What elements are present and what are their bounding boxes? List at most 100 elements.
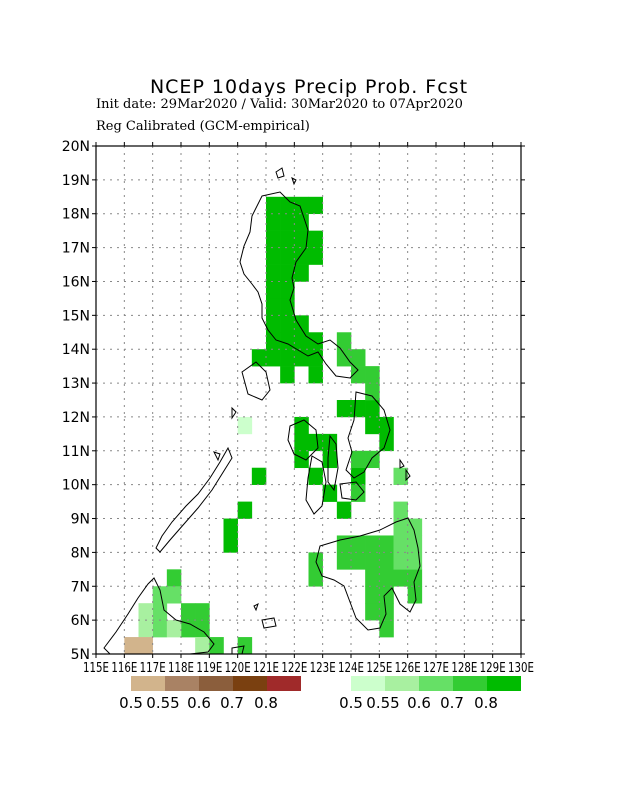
x-tick-label: 129E xyxy=(480,661,506,676)
y-axis: 5N 6N 7N 8N 9N 10N 11N 12N 13N 14N 15N 16N 17N 18N 19N… xyxy=(62,139,525,663)
probability-cell xyxy=(393,552,408,570)
x-tick-label: 121E xyxy=(253,661,279,676)
probability-cell xyxy=(166,569,182,587)
probability-cell xyxy=(280,349,295,367)
coastline-bohol xyxy=(339,481,365,501)
probability-cell xyxy=(266,264,281,282)
dry-legend-swatch xyxy=(165,676,199,691)
coastline-luzon xyxy=(239,191,359,379)
probability-cell xyxy=(379,586,394,604)
x-tick-label: 122E xyxy=(281,661,307,676)
probability-cell xyxy=(294,450,309,469)
x-tick-label: 126E xyxy=(395,661,421,676)
probability-cell xyxy=(294,315,309,333)
probability-cell xyxy=(280,213,295,231)
coastline-palawan xyxy=(155,446,233,553)
probability-cell xyxy=(379,535,394,553)
probability-cell xyxy=(393,518,408,536)
probability-cell xyxy=(166,620,182,638)
probability-cell xyxy=(280,196,295,215)
x-tick-label: 124E xyxy=(338,661,364,676)
probability-cell xyxy=(308,196,323,215)
probability-cell xyxy=(266,230,281,248)
x-tick-label: 128E xyxy=(451,661,477,676)
probability-cell xyxy=(266,213,281,231)
dry-legend-swatch xyxy=(131,676,165,691)
probability-cell xyxy=(280,332,295,350)
probability-cell xyxy=(266,349,281,367)
coastline-mindoro xyxy=(241,361,271,401)
probability-cell xyxy=(294,332,309,350)
probability-cell xyxy=(379,552,394,570)
probability-cell xyxy=(365,586,380,604)
color-legend: 0.5 0.55 0.6 0.7 0.8 0.5 0.55 0.6 0.7 0.8 xyxy=(119,676,521,712)
probability-cell xyxy=(308,366,323,384)
x-tick-label: 123E xyxy=(310,661,336,676)
coastlines xyxy=(103,167,421,655)
probability-cell xyxy=(237,501,253,519)
probability-cell xyxy=(294,213,309,231)
probability-cell xyxy=(351,552,366,570)
probability-cell xyxy=(351,400,366,418)
probability-cell xyxy=(280,247,295,265)
dry-legend-swatch xyxy=(267,676,301,691)
probability-cell xyxy=(379,603,394,621)
dry-legend-label: 0.5 xyxy=(119,694,143,712)
y-tick-label: 18N xyxy=(62,207,90,223)
probability-cell xyxy=(308,433,323,452)
probability-cell xyxy=(152,620,168,638)
x-tick-label: 115E xyxy=(83,661,109,676)
probability-cell xyxy=(336,501,352,519)
probability-cell xyxy=(365,416,380,435)
probability-cell xyxy=(280,366,295,384)
probability-cell xyxy=(181,620,196,638)
coastline-panay xyxy=(287,419,319,461)
map-title: NCEP 10days Precip Prob. Fcst xyxy=(149,76,469,98)
x-tick-label: 117E xyxy=(140,661,166,676)
coastline-mindanao xyxy=(315,517,421,631)
wet-legend-swatch xyxy=(453,676,487,691)
x-tick-label: 130E xyxy=(508,661,534,676)
wet-legend-label: 0.5 xyxy=(339,694,363,712)
probability-cell xyxy=(365,552,380,570)
probability-cell xyxy=(407,569,423,587)
y-tick-label: 15N xyxy=(62,308,90,324)
probability-cell xyxy=(336,400,352,418)
probability-cell xyxy=(251,467,267,485)
probability-cell xyxy=(266,281,281,299)
dry-legend-label: 0.55 xyxy=(146,694,179,712)
probability-cell xyxy=(223,535,238,553)
probability-cell xyxy=(379,620,394,638)
probability-cell xyxy=(280,264,295,282)
probability-cell xyxy=(294,196,309,215)
probability-cells xyxy=(124,196,423,655)
x-tick-label: 127E xyxy=(423,661,449,676)
probability-cell xyxy=(351,349,366,367)
x-tick-label: 125E xyxy=(366,661,392,676)
probability-cell xyxy=(294,416,309,435)
y-tick-label: 20N xyxy=(62,139,90,155)
y-tick-label: 9N xyxy=(71,512,90,528)
probability-cell xyxy=(124,637,139,655)
probability-cell xyxy=(280,315,295,333)
y-tick-label: 11N xyxy=(62,444,90,460)
wet-legend-label: 0.55 xyxy=(366,694,399,712)
probability-cell xyxy=(237,637,253,655)
probability-cell xyxy=(209,637,224,655)
probability-cell xyxy=(379,569,394,587)
wet-legend-label: 0.8 xyxy=(474,694,498,712)
probability-cell xyxy=(166,586,182,604)
wet-legend-label: 0.6 xyxy=(407,694,431,712)
probability-cell xyxy=(336,552,352,570)
dry-legend-swatch xyxy=(199,676,233,691)
probability-cell xyxy=(266,247,281,265)
x-tick-label: 116E xyxy=(111,661,137,676)
y-tick-label: 16N xyxy=(62,274,90,290)
probability-cell xyxy=(393,467,408,485)
y-tick-label: 7N xyxy=(71,579,90,595)
probability-cell xyxy=(294,349,309,367)
probability-cell xyxy=(266,332,281,350)
coastline-samar-leyte xyxy=(345,391,391,479)
x-tick-label: 118E xyxy=(168,661,194,676)
probability-cell xyxy=(351,366,366,384)
